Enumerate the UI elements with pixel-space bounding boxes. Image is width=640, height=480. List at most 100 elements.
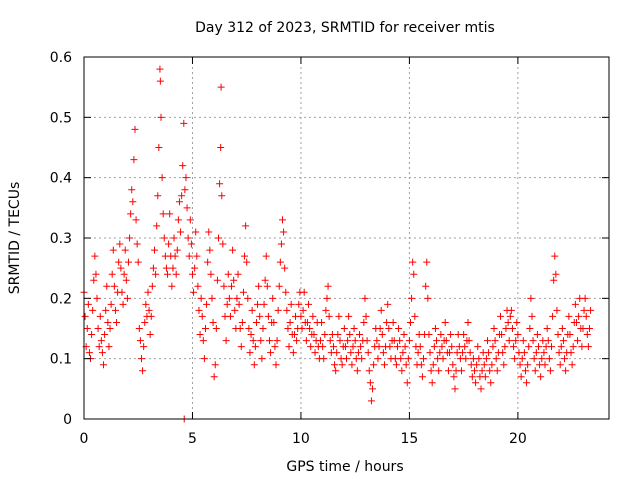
data-point xyxy=(321,331,329,339)
data-point xyxy=(121,246,129,254)
data-point xyxy=(220,282,228,290)
data-point xyxy=(320,355,328,363)
data-point xyxy=(128,186,136,194)
data-point xyxy=(98,349,106,357)
data-point xyxy=(236,325,244,332)
data-point xyxy=(569,343,577,351)
data-point xyxy=(348,361,356,369)
data-point xyxy=(325,312,333,320)
data-point xyxy=(461,343,469,351)
data-point xyxy=(583,331,591,339)
data-point xyxy=(171,252,179,260)
data-point xyxy=(200,355,208,363)
data-point xyxy=(401,343,409,351)
data-point xyxy=(324,282,332,290)
data-point xyxy=(533,331,541,339)
data-point xyxy=(251,343,259,351)
data-point xyxy=(93,294,101,302)
data-point xyxy=(373,337,381,345)
data-point xyxy=(172,270,180,278)
data-point xyxy=(360,318,368,326)
data-point xyxy=(83,325,91,332)
data-point xyxy=(248,306,256,314)
data-point xyxy=(180,119,188,127)
data-point xyxy=(115,258,123,266)
data-point xyxy=(429,361,437,369)
data-point xyxy=(108,270,116,278)
data-point xyxy=(451,385,459,393)
data-point xyxy=(178,192,186,200)
axis-ticks xyxy=(83,56,609,420)
data-point xyxy=(375,343,383,351)
data-point xyxy=(131,125,139,133)
data-point xyxy=(508,325,516,332)
data-point xyxy=(156,65,164,73)
data-point xyxy=(188,270,196,278)
data-point xyxy=(217,83,225,91)
data-point xyxy=(224,270,232,278)
data-point xyxy=(477,385,485,393)
data-point xyxy=(393,343,401,351)
data-point xyxy=(460,331,468,339)
data-point xyxy=(470,367,478,375)
data-point xyxy=(338,361,346,369)
data-point xyxy=(110,282,118,290)
data-point xyxy=(505,337,513,345)
data-point xyxy=(250,361,258,369)
data-point xyxy=(430,343,438,351)
data-point xyxy=(559,337,567,345)
y-tick-label: 0 xyxy=(63,412,72,428)
data-point xyxy=(242,222,250,230)
data-point xyxy=(173,246,181,254)
data-point xyxy=(484,337,492,345)
data-point xyxy=(217,144,225,151)
data-point xyxy=(444,367,452,375)
data-point xyxy=(194,282,202,290)
data-point xyxy=(474,343,482,351)
data-point xyxy=(169,264,177,272)
data-point xyxy=(428,379,436,387)
data-point xyxy=(361,294,369,302)
data-point xyxy=(566,331,574,339)
data-point xyxy=(399,349,407,357)
data-point xyxy=(119,300,127,308)
data-point xyxy=(305,300,313,308)
data-point xyxy=(529,337,537,345)
data-point xyxy=(283,306,291,314)
data-point xyxy=(450,373,458,381)
data-point xyxy=(303,318,311,326)
data-point xyxy=(466,349,474,357)
data-point xyxy=(487,379,495,387)
data-point xyxy=(402,361,410,369)
data-point xyxy=(578,343,586,351)
data-point xyxy=(530,355,538,363)
data-point xyxy=(491,337,499,345)
data-point xyxy=(351,337,359,345)
data-point xyxy=(358,355,366,363)
x-tick-label: 0 xyxy=(80,431,89,447)
data-point xyxy=(155,144,163,151)
data-point xyxy=(124,258,132,266)
x-tick-label: 15 xyxy=(400,431,418,447)
data-point xyxy=(252,318,260,326)
x-axis-label: GPS time / hours xyxy=(286,459,403,475)
data-point xyxy=(571,300,579,308)
data-point xyxy=(504,318,512,326)
data-point xyxy=(366,379,374,387)
data-point xyxy=(526,325,534,332)
data-point xyxy=(341,343,349,351)
data-point xyxy=(259,325,267,332)
data-point xyxy=(502,325,510,332)
data-point xyxy=(417,361,425,369)
x-tick-label: 20 xyxy=(509,431,527,447)
data-point xyxy=(433,337,441,345)
data-point xyxy=(229,246,237,254)
data-point xyxy=(89,306,97,314)
data-point xyxy=(357,343,365,351)
data-point xyxy=(193,252,201,260)
data-point xyxy=(356,331,364,339)
data-point xyxy=(219,240,227,248)
data-point xyxy=(106,325,114,332)
data-point xyxy=(269,294,277,302)
data-point xyxy=(567,349,575,357)
